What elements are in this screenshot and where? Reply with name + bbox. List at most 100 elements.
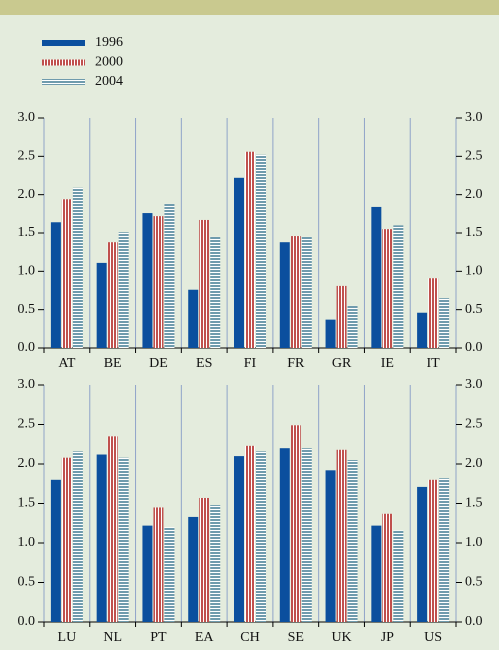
legend-swatch xyxy=(42,59,85,66)
y-tick-label: 2.5 xyxy=(18,417,36,432)
x-tick-label: BE xyxy=(104,356,122,371)
bar xyxy=(118,232,129,348)
y-tick-label: 1.5 xyxy=(18,496,36,511)
bar xyxy=(347,305,358,348)
bar xyxy=(50,479,61,622)
bar xyxy=(428,278,439,348)
bar xyxy=(245,151,255,348)
bar xyxy=(371,206,382,348)
bar xyxy=(279,242,290,348)
y2-tick-label: 2.0 xyxy=(465,187,483,202)
bar xyxy=(164,527,175,622)
y-tick-label: 3.0 xyxy=(18,110,36,125)
legend-swatch xyxy=(42,40,85,46)
bar xyxy=(153,216,164,348)
bar xyxy=(107,436,118,622)
legend-label: 1996 xyxy=(95,35,123,50)
y-tick-label: 0.0 xyxy=(18,340,36,355)
x-tick-label: GR xyxy=(332,356,352,371)
y-tick-label: 0.5 xyxy=(18,302,36,317)
y2-tick-label: 3.0 xyxy=(465,377,483,392)
y2-tick-label: 0.0 xyxy=(465,340,483,355)
bar xyxy=(382,229,393,348)
x-tick-label: CH xyxy=(240,630,259,645)
bar xyxy=(245,445,255,622)
y-tick-label: 2.0 xyxy=(18,456,36,471)
bar xyxy=(393,530,404,622)
bar xyxy=(325,319,336,348)
x-tick-label: FR xyxy=(287,356,305,371)
x-tick-label: US xyxy=(424,630,442,645)
x-tick-label: ES xyxy=(196,356,212,371)
x-tick-label: IT xyxy=(427,356,441,371)
y-tick-label: 2.5 xyxy=(18,149,36,164)
x-tick-label: FI xyxy=(244,356,257,371)
top-strip xyxy=(0,0,499,15)
x-tick-label: NL xyxy=(103,630,122,645)
x-tick-label: SE xyxy=(288,630,304,645)
bar xyxy=(142,213,153,348)
bar xyxy=(428,479,439,622)
bar xyxy=(199,219,210,348)
bar xyxy=(142,525,153,622)
y2-tick-label: 2.0 xyxy=(465,456,483,471)
bar xyxy=(393,225,404,348)
x-tick-label: UK xyxy=(331,630,351,645)
legend-swatch xyxy=(42,79,85,85)
bar xyxy=(72,451,83,622)
y2-tick-label: 1.5 xyxy=(465,225,483,240)
bar xyxy=(290,425,301,622)
bar xyxy=(234,177,244,348)
bar xyxy=(72,187,83,348)
bar xyxy=(417,486,428,622)
bar xyxy=(50,222,61,348)
x-tick-label: JP xyxy=(381,630,394,645)
bar xyxy=(210,505,221,622)
bar xyxy=(371,525,382,622)
bar xyxy=(188,289,199,348)
bar xyxy=(107,242,118,348)
x-tick-label: EA xyxy=(195,630,215,645)
bar xyxy=(382,513,393,622)
y2-tick-label: 0.5 xyxy=(465,302,483,317)
bar xyxy=(96,454,107,622)
y-tick-label: 2.0 xyxy=(18,187,36,202)
y2-tick-label: 1.0 xyxy=(465,264,483,279)
bar xyxy=(61,199,72,348)
bar xyxy=(336,285,347,348)
bar xyxy=(199,497,210,622)
y-tick-label: 1.0 xyxy=(18,264,36,279)
bar xyxy=(256,154,266,348)
bar xyxy=(347,460,358,622)
legend-label: 2004 xyxy=(95,74,123,89)
x-tick-label: PT xyxy=(150,630,167,645)
y2-tick-label: 2.5 xyxy=(465,417,483,432)
bar xyxy=(153,507,164,622)
bar xyxy=(188,516,199,622)
bar xyxy=(210,236,221,348)
x-tick-label: LU xyxy=(58,630,77,645)
bar xyxy=(325,470,336,622)
bar xyxy=(290,236,301,348)
x-tick-label: IE xyxy=(381,356,394,371)
bar xyxy=(336,449,347,622)
bar xyxy=(301,448,312,622)
bar xyxy=(439,478,450,622)
bar xyxy=(61,457,72,622)
bar xyxy=(279,448,290,622)
bar xyxy=(301,236,312,348)
y2-tick-label: 1.5 xyxy=(465,496,483,511)
y-tick-label: 1.5 xyxy=(18,225,36,240)
legend-label: 2000 xyxy=(95,55,123,70)
y2-tick-label: 1.0 xyxy=(465,535,483,550)
y-tick-label: 1.0 xyxy=(18,535,36,550)
x-tick-label: AT xyxy=(58,356,76,371)
y-tick-label: 0.5 xyxy=(18,575,36,590)
bar xyxy=(96,262,107,348)
y2-tick-label: 0.0 xyxy=(465,614,483,629)
y2-tick-label: 0.5 xyxy=(465,575,483,590)
y2-tick-label: 3.0 xyxy=(465,110,483,125)
bar xyxy=(256,451,266,622)
y2-tick-label: 2.5 xyxy=(465,149,483,164)
